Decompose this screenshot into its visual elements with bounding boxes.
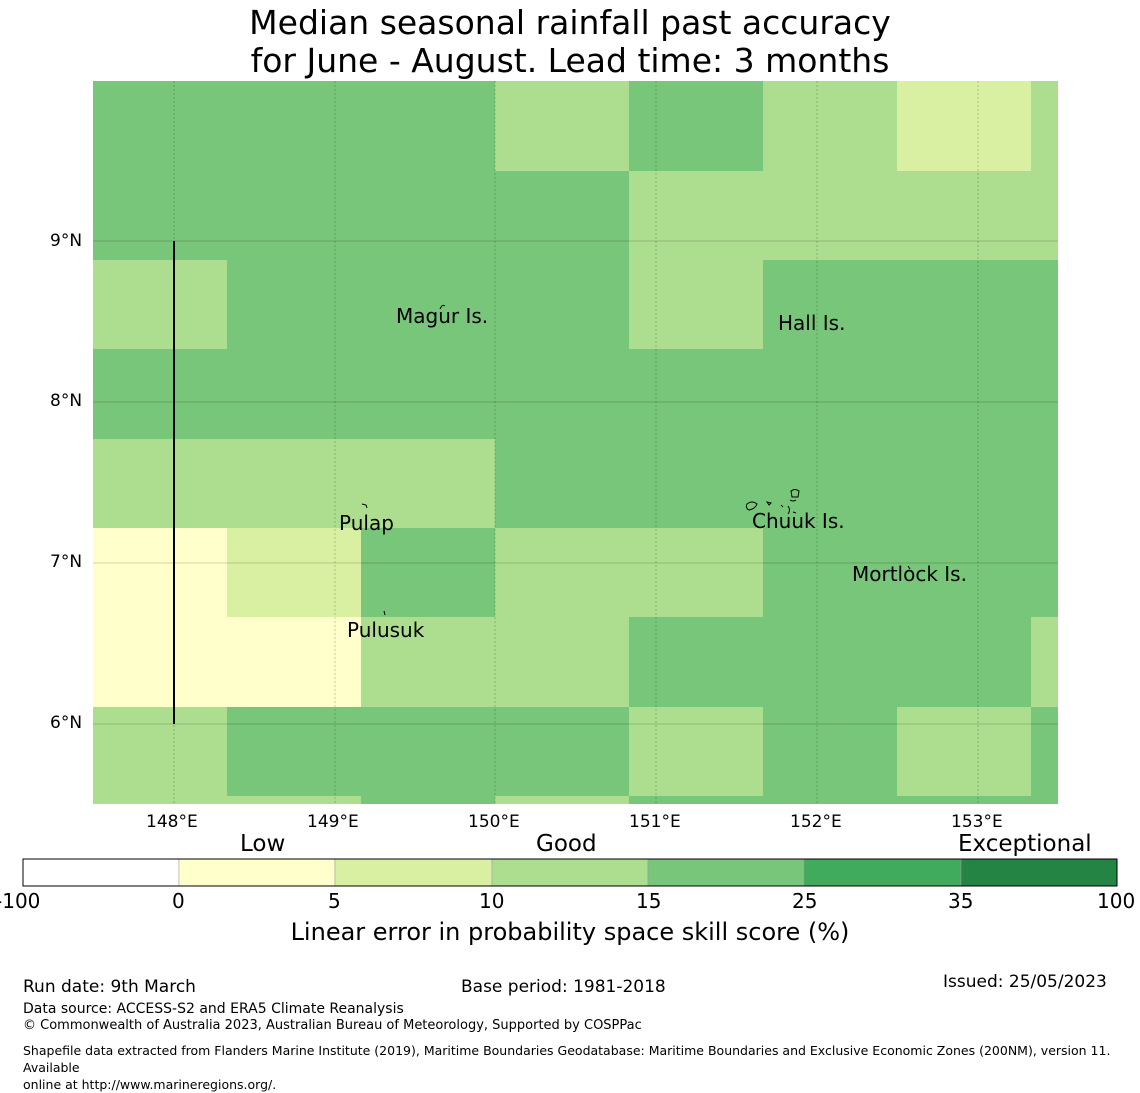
colorbar-frame: [22, 858, 1118, 887]
island-outlines: [361, 304, 911, 616]
skill-cell: [93, 707, 227, 796]
skill-cell: [495, 528, 763, 617]
skill-cell: [361, 617, 629, 707]
colorbar-tick-100: 100: [1097, 889, 1136, 913]
chuuk-island-shapes: [745, 489, 800, 515]
skill-cell: [897, 707, 1031, 796]
place-mortlock-islands: Mortlock Is.: [852, 562, 967, 586]
shapefile-attribution-line-1: Shapefile data extracted from Flanders M…: [23, 1043, 1111, 1075]
skill-cell: [227, 528, 361, 617]
skill-cell: [227, 260, 629, 349]
lon-label-148e: 148°E: [146, 812, 198, 832]
chart-title: Median seasonal rainfall past accuracy f…: [0, 4, 1140, 80]
colorbar-tick-0: 0: [172, 889, 185, 913]
skill-cell: [495, 81, 629, 171]
skill-cell: [629, 796, 1058, 804]
skill-cell: [629, 260, 763, 349]
skill-cell: [93, 260, 227, 349]
shapefile-attribution-line-2: online at http://www.marineregions.org/.: [23, 1077, 277, 1092]
issued-date: Issued: 25/05/2023: [943, 972, 1107, 992]
skill-cell: [763, 81, 897, 171]
skill-grid: [93, 81, 1058, 804]
place-pulap: Pulap: [339, 511, 394, 535]
colorbar-segment: [960, 858, 1118, 887]
run-date: Run date: 9th March: [23, 977, 196, 997]
pulusuk-island-shape: [383, 610, 386, 616]
lon-label-153e: 153°E: [951, 812, 1003, 832]
skill-cell: [897, 81, 1031, 171]
colorbar-category-good: Good: [536, 831, 597, 857]
lon-label-151e: 151°E: [629, 812, 681, 832]
lon-label-150e: 150°E: [468, 812, 520, 832]
data-source: Data source: ACCESS-S2 and ERA5 Climate …: [23, 1001, 404, 1017]
skill-cell: [763, 528, 1058, 617]
colorbar-segment: [334, 858, 493, 887]
colorbar-tick-10: 10: [479, 889, 505, 913]
place-pulusuk: Pulusuk: [347, 618, 425, 642]
skill-cell: [93, 81, 495, 171]
skill-cell: [1031, 81, 1058, 171]
skill-cell: [629, 81, 763, 171]
skill-cell: [629, 617, 1031, 707]
skill-cell: [227, 707, 629, 796]
skill-cell: [93, 617, 361, 707]
skill-cell: [361, 796, 495, 804]
skill-cell: [361, 528, 495, 617]
colorbar-label: Linear error in probability space skill …: [290, 918, 850, 946]
lat-label-7n: 7°N: [50, 552, 83, 572]
lat-label-6n: 6°N: [50, 713, 83, 733]
skill-cell: [763, 260, 1058, 349]
magur-island-shape: [439, 304, 446, 310]
colorbar-tick-35: 35: [948, 889, 974, 913]
skill-cell: [93, 171, 629, 260]
place-hall-islands: Hall Is.: [778, 311, 846, 335]
lon-label-149e: 149°E: [307, 812, 359, 832]
lon-label-152e: 152°E: [790, 812, 842, 832]
skill-cell: [629, 707, 763, 796]
colorbar-segment: [178, 858, 336, 887]
colorbar-tick-minus100: -100: [0, 889, 41, 913]
skill-cell: [629, 171, 1058, 260]
copyright-notice: © Commonwealth of Australia 2023, Austra…: [23, 1018, 642, 1033]
colorbar-segment: [22, 858, 180, 887]
skill-cell: [1031, 617, 1058, 707]
title-line-2: for June - August. Lead time: 3 months: [250, 41, 890, 80]
skill-cell: [93, 796, 361, 804]
colorbar-tick-15: 15: [636, 889, 662, 913]
mortlock-island-shape: [907, 565, 911, 570]
lat-label-8n: 8°N: [50, 391, 83, 411]
colorbar-category-low: Low: [240, 831, 286, 857]
place-magur-islands: Magur Is.: [396, 304, 489, 328]
colorbar-category-exceptional: Exceptional: [958, 831, 1092, 857]
pulap-island-shape: [361, 503, 368, 509]
colorbar-segment: [803, 858, 962, 887]
colorbar-tick-25: 25: [792, 889, 818, 913]
skill-cell: [93, 439, 495, 528]
skill-cell: [495, 439, 1058, 528]
colorbar: [22, 858, 1118, 887]
colorbar-segment: [491, 858, 649, 887]
skill-cell: [93, 349, 1058, 439]
colorbar-tick-5: 5: [328, 889, 341, 913]
colorbar-segment: [647, 858, 805, 887]
place-chuuk-islands: Chuuk Is.: [752, 509, 845, 533]
base-period: Base period: 1981-2018: [461, 977, 666, 997]
skill-cell: [1031, 707, 1058, 796]
title-line-1: Median seasonal rainfall past accuracy: [249, 3, 891, 42]
skill-cell: [495, 796, 629, 804]
skill-cell: [93, 528, 227, 617]
skill-cell: [763, 707, 897, 796]
shapefile-attribution: Shapefile data extracted from Flanders M…: [23, 1042, 1138, 1093]
lat-label-9n: 9°N: [50, 231, 83, 251]
